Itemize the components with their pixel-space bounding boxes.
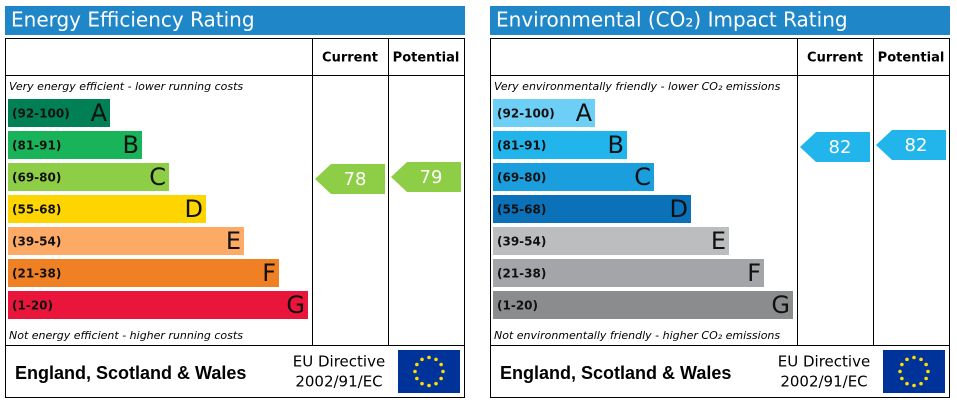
band <box>493 99 595 127</box>
rating-arrow <box>800 132 870 162</box>
region: England, Scotland & Wales <box>500 363 731 383</box>
eu-star <box>415 376 419 381</box>
eu-star <box>420 381 424 386</box>
directive: 2002/91/EC <box>295 373 382 391</box>
band-range: (1-20) <box>12 299 53 313</box>
band-letter: D <box>670 195 688 223</box>
directive: EU Directive <box>293 353 385 371</box>
band-range: (81-91) <box>497 139 546 153</box>
band-range: (69-80) <box>12 171 61 185</box>
eu-star <box>905 357 909 362</box>
band-letter: F <box>262 259 276 287</box>
eu-star <box>439 376 443 381</box>
top-note: Very energy efficient - lower running co… <box>9 80 243 93</box>
eu-star <box>912 355 916 360</box>
band <box>493 195 691 223</box>
bottom-note: Not energy efficient - higher running co… <box>9 329 243 342</box>
rating-arrow <box>315 164 385 194</box>
eu-star <box>434 357 438 362</box>
band-range: (39-54) <box>12 235 61 249</box>
rating-value: 78 <box>344 169 367 190</box>
band-letter: B <box>608 131 624 159</box>
band-range: (69-80) <box>497 171 546 185</box>
eu-star <box>413 369 417 374</box>
title-bar <box>5 6 465 35</box>
eu-star <box>905 381 909 386</box>
rating-arrow <box>876 130 946 160</box>
band <box>8 131 142 159</box>
band-letter: C <box>149 163 166 191</box>
frame <box>490 38 950 398</box>
band <box>8 99 110 127</box>
band <box>493 131 627 159</box>
band-range: (55-68) <box>12 203 61 217</box>
band <box>8 259 279 287</box>
eu-star <box>439 362 443 367</box>
band <box>8 163 169 191</box>
eu-star <box>427 383 431 388</box>
band-letter: G <box>771 291 790 319</box>
band <box>493 259 764 287</box>
top-note: Very environmentally friendly - lower CO… <box>494 80 781 93</box>
eu-star <box>919 381 923 386</box>
eu-star <box>900 362 904 367</box>
bottom-note: Not environmentally friendly - higher CO… <box>494 329 780 342</box>
band-range: (21-38) <box>497 267 546 281</box>
frame <box>5 38 465 398</box>
rating-arrow <box>391 162 461 192</box>
directive: EU Directive <box>778 353 870 371</box>
band-letter: C <box>634 163 651 191</box>
directive: 2002/91/EC <box>780 373 867 391</box>
band-letter: D <box>185 195 203 223</box>
band-letter: B <box>123 131 139 159</box>
eu-star <box>924 362 928 367</box>
band-letter: E <box>711 227 726 255</box>
eu-star <box>919 357 923 362</box>
band <box>8 195 206 223</box>
column-header: Potential <box>393 51 460 66</box>
band-letter: A <box>576 99 593 127</box>
band-range: (55-68) <box>497 203 546 217</box>
eu-star <box>441 369 445 374</box>
eu-star <box>900 376 904 381</box>
band-letter: F <box>747 259 761 287</box>
band <box>8 227 244 255</box>
eu-star <box>926 369 930 374</box>
band-range: (92-100) <box>497 107 555 121</box>
band <box>493 227 729 255</box>
band <box>8 291 308 319</box>
rating-value: 79 <box>420 167 443 188</box>
column-header: Current <box>807 51 863 66</box>
band-letter: E <box>226 227 241 255</box>
band-letter: A <box>91 99 108 127</box>
eu-star <box>912 383 916 388</box>
region: England, Scotland & Wales <box>15 363 246 383</box>
band-range: (39-54) <box>497 235 546 249</box>
column-header: Current <box>322 51 378 66</box>
band-range: (21-38) <box>12 267 61 281</box>
panel-title: Environmental (CO₂) Impact Rating <box>496 8 848 32</box>
eu-star <box>434 381 438 386</box>
panel-title: Energy Efficiency Rating <box>11 8 255 32</box>
band-range: (1-20) <box>497 299 538 313</box>
eu-star <box>420 357 424 362</box>
rating-value: 82 <box>829 137 852 158</box>
band-range: (92-100) <box>12 107 70 121</box>
column-header: Potential <box>878 51 945 66</box>
eu-star <box>427 355 431 360</box>
band-range: (81-91) <box>12 139 61 153</box>
band <box>493 291 793 319</box>
eu-star <box>924 376 928 381</box>
title-bar <box>490 6 950 35</box>
eu-star <box>898 369 902 374</box>
band-letter: G <box>286 291 305 319</box>
band <box>493 163 654 191</box>
rating-value: 82 <box>905 135 928 156</box>
eu-star <box>415 362 419 367</box>
